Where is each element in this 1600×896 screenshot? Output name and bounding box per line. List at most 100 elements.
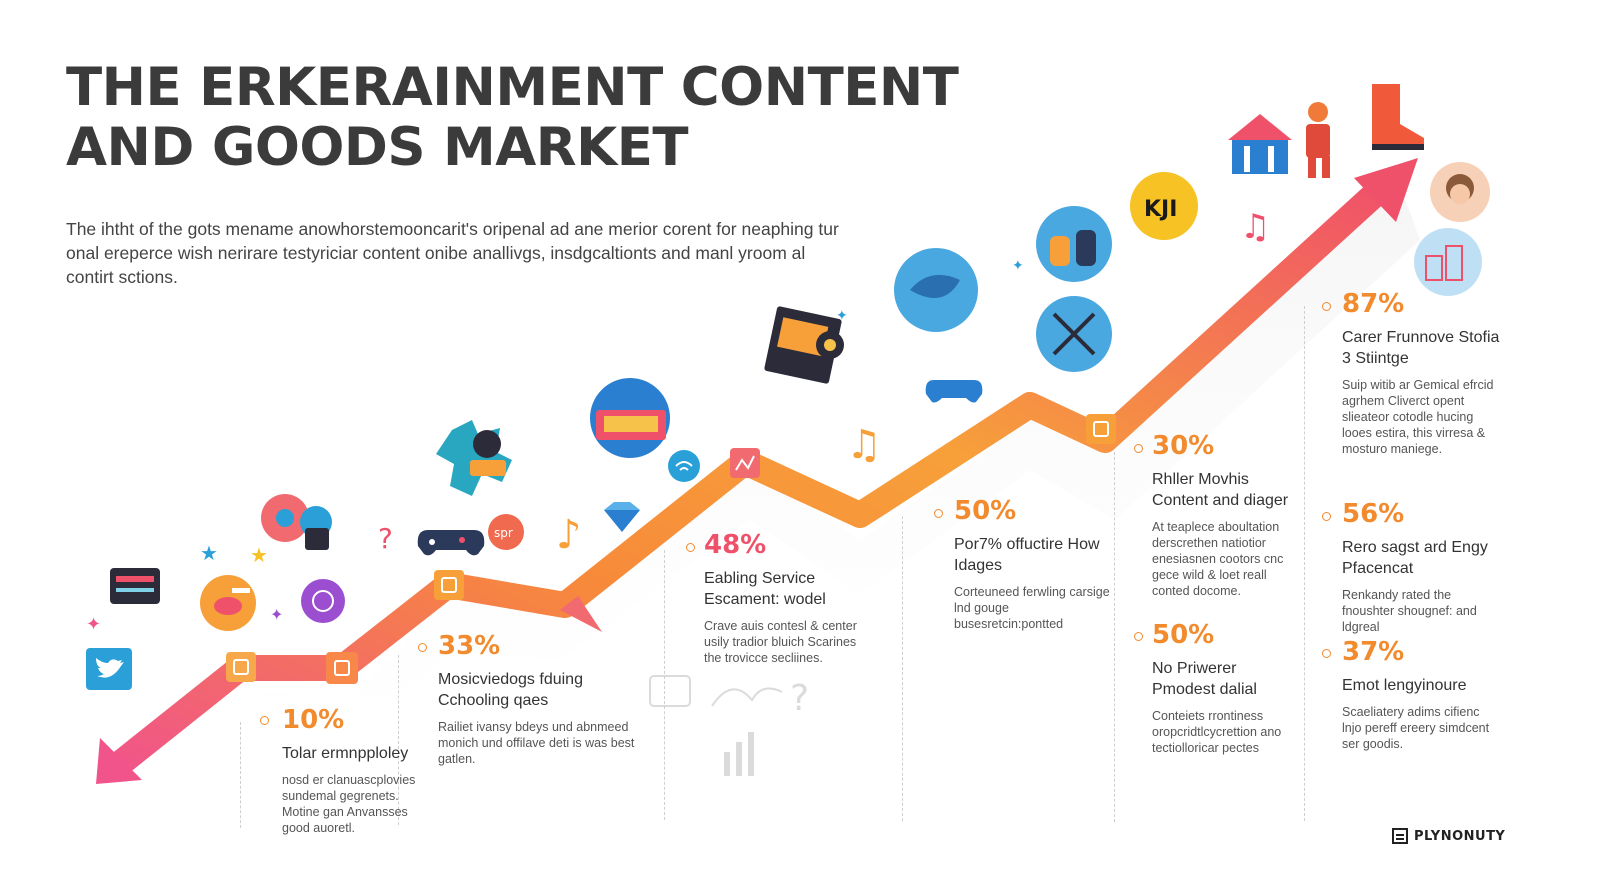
stat-description: Corteuneed ferwling carsige lnd gouge bu… <box>954 585 1110 631</box>
page-title: THE ERKERAINMENT CONTENT AND GOODS MARKE… <box>66 57 959 178</box>
svg-text:✦: ✦ <box>836 308 848 324</box>
svg-text:♫: ♫ <box>846 422 882 468</box>
avatar-icon <box>1430 162 1490 222</box>
stat-description: Conteiets rrontiness oropcridtlcycrettio… <box>1152 709 1282 755</box>
controller-icon <box>417 530 485 556</box>
stat-marker <box>1322 302 1331 311</box>
hero-figure-icon <box>1306 102 1330 178</box>
gem-icon <box>604 502 640 532</box>
stat-description: nosd er clanuascplovies sundemal gegrene… <box>282 773 416 835</box>
svg-text:✦: ✦ <box>1012 258 1024 274</box>
stat-block-8: 56% Rero sagst ard Engy Pfacencat Renkan… <box>1342 499 1502 635</box>
wifi-icon <box>668 450 700 482</box>
stat-description: Railiet ivansy bdeys und abnmeed monich … <box>438 720 635 766</box>
stat-marker <box>934 509 943 518</box>
music-note-icon: ♪ ♫ ♫ <box>556 207 1270 558</box>
stat-percent: 37% <box>1342 637 1405 667</box>
svg-text:♫: ♫ <box>1240 207 1270 247</box>
brand-mark: PLYNONUTY <box>1392 828 1505 844</box>
twitter-icon <box>86 648 132 690</box>
milestone-badge-1 <box>226 652 256 682</box>
stat-percent: 33% <box>438 631 501 661</box>
stat-description: Renkandy rated the fnoushter shougnef: a… <box>1342 588 1477 634</box>
stat-percent: 30% <box>1152 431 1215 461</box>
stat-marker <box>1322 512 1331 521</box>
stat-heading: Rero sagst ard Engy Pfacencat <box>1342 539 1488 577</box>
stat-heading: Emot lengyinoure <box>1342 677 1467 694</box>
stat-marker <box>260 716 269 725</box>
growth-arrow <box>103 175 1394 781</box>
stat-heading: Eabling Service Escament: wodel <box>704 570 826 608</box>
stat-block-7: 87% Carer Frunnove Stofia 3 Stiintge Sui… <box>1342 289 1502 457</box>
stat-percent: 56% <box>1342 499 1405 529</box>
stat-block-9: 37% Emot lengyinoure Scaeliatery adims c… <box>1342 637 1502 752</box>
intro-text: The ihtht of the gots mename anowhorstem… <box>66 219 839 287</box>
stat-percent: 50% <box>1152 620 1215 650</box>
stat-description: Crave auis contesl & center usily tradio… <box>704 619 857 665</box>
svg-text:♪: ♪ <box>556 512 582 558</box>
svg-text:?: ? <box>378 522 393 555</box>
stat-percent: 87% <box>1342 289 1405 319</box>
svg-text:?: ? <box>790 678 809 719</box>
guide-line <box>902 516 903 821</box>
title-line-2: AND GOODS MARKET <box>66 117 689 178</box>
svg-text:spr: spr <box>494 526 513 540</box>
guide-line <box>1304 306 1305 821</box>
planet-icon <box>894 248 978 332</box>
arrow-tail-head <box>96 738 142 784</box>
milestone-badge-2 <box>326 652 358 684</box>
brand-logo-icon <box>1392 828 1408 844</box>
svg-text:KJI: KJI <box>1144 197 1177 222</box>
tv-icon <box>590 378 670 458</box>
title-line-1: THE ERKERAINMENT CONTENT <box>66 57 959 118</box>
arrow-mid-head <box>560 596 602 632</box>
reel-icon <box>261 494 332 550</box>
sticker-icon: spr <box>488 514 524 550</box>
arrow-head-top <box>1354 158 1418 222</box>
svg-text:✦: ✦ <box>86 614 101 635</box>
puzzle-icon <box>436 420 512 496</box>
stat-heading: Mosicviedogs fduing Cchooling qaes <box>438 671 583 709</box>
movie-ticket-icon <box>110 568 160 604</box>
stat-marker <box>418 643 427 652</box>
stat-heading: Carer Frunnove Stofia 3 Stiintge <box>1342 329 1500 367</box>
stat-heading: Rhller Movhis Content and diager <box>1152 471 1289 509</box>
stat-marker <box>1134 444 1143 453</box>
stat-block-2: 33% Mosicviedogs fduing Cchooling qaes R… <box>438 631 638 767</box>
stat-percent: 50% <box>954 496 1017 526</box>
stat-percent: 48% <box>704 530 767 560</box>
guitar-icon <box>200 575 256 631</box>
svg-text:✦: ✦ <box>270 605 283 624</box>
milestone-badge-5 <box>1086 414 1116 444</box>
stat-block-6: 50% No Priwerer Pmodest dalial Conteiets… <box>1152 620 1292 756</box>
stat-heading: No Priwerer Pmodest dalial <box>1152 660 1257 698</box>
svg-text:★: ★ <box>200 541 218 565</box>
vinyl-icon <box>301 579 345 623</box>
stat-description: Scaeliatery adims cifienc lnjo pereff er… <box>1342 705 1490 751</box>
stat-marker <box>686 543 695 552</box>
band-icon <box>1036 206 1112 282</box>
city-icon <box>1414 228 1482 296</box>
stat-description: At teaplece aboultation derscrethen nati… <box>1152 520 1284 598</box>
stat-heading: Tolar ermnpploley <box>282 745 409 762</box>
guide-line <box>240 722 241 828</box>
stat-block-4: 50% Por7% offuctire How Idages Corteunee… <box>954 496 1114 632</box>
sparkle-icons: ★ ★ ? ✦ ✦ ✦ ✦ <box>86 258 1024 635</box>
clapper-icon <box>764 306 844 384</box>
stat-description: Suip witib ar Gemical efrcid agrhem Cliv… <box>1342 378 1494 456</box>
logo-badge-icon: KJI <box>1130 172 1198 240</box>
stat-marker <box>1134 632 1143 641</box>
stat-block-3: 48% Eabling Service Escament: wodel Crav… <box>704 530 874 666</box>
guide-line <box>1114 452 1115 822</box>
svg-text:★: ★ <box>250 543 268 567</box>
milestone-badge-4 <box>730 448 760 478</box>
stat-block-5: 30% Rhller Movhis Content and diager At … <box>1152 431 1292 599</box>
stat-marker <box>1322 649 1331 658</box>
stat-block-1: 10% Tolar ermnpploley nosd er clanuascpl… <box>282 705 432 836</box>
circus-tent-icon <box>1228 114 1292 174</box>
brand-name: PLYNONUTY <box>1414 828 1506 844</box>
boot-icon <box>1372 84 1424 150</box>
stat-percent: 10% <box>282 705 345 735</box>
drumsticks-icon <box>1036 296 1112 372</box>
